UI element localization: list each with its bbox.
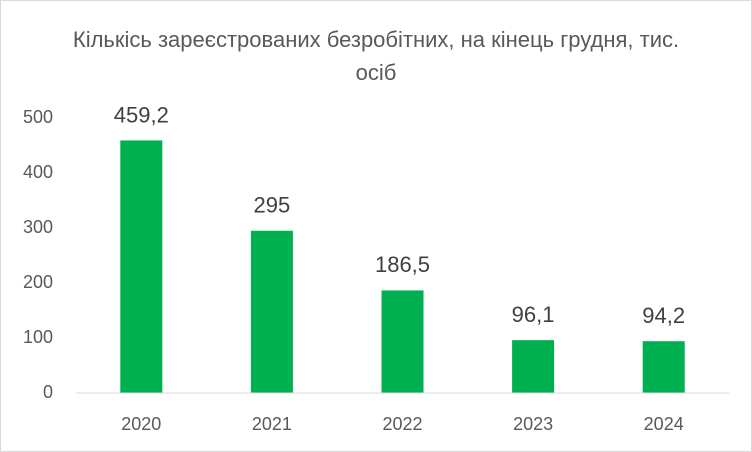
x-tick-label: 2021 — [252, 414, 292, 434]
x-tick-label: 2023 — [513, 414, 553, 434]
y-tick-label: 100 — [23, 327, 53, 347]
value-label: 186,5 — [375, 252, 430, 277]
value-label: 94,2 — [642, 303, 685, 328]
bar — [512, 340, 555, 393]
bar — [250, 230, 293, 393]
y-tick-label: 500 — [23, 107, 53, 127]
value-label: 295 — [254, 193, 291, 218]
value-label: 459,2 — [114, 102, 169, 127]
x-tick-label: 2022 — [382, 414, 422, 434]
y-tick-label: 300 — [23, 217, 53, 237]
y-tick-label: 400 — [23, 162, 53, 182]
x-tick-label: 2024 — [644, 414, 684, 434]
bar — [642, 341, 685, 393]
bar — [120, 140, 163, 393]
bar — [381, 290, 424, 393]
value-label: 96,1 — [512, 302, 555, 327]
x-tick-label: 2020 — [121, 414, 161, 434]
y-tick-label: 0 — [43, 382, 53, 402]
y-tick-label: 200 — [23, 272, 53, 292]
chart-title: Кількісь зареєстрованих безробітних, на … — [72, 27, 680, 85]
